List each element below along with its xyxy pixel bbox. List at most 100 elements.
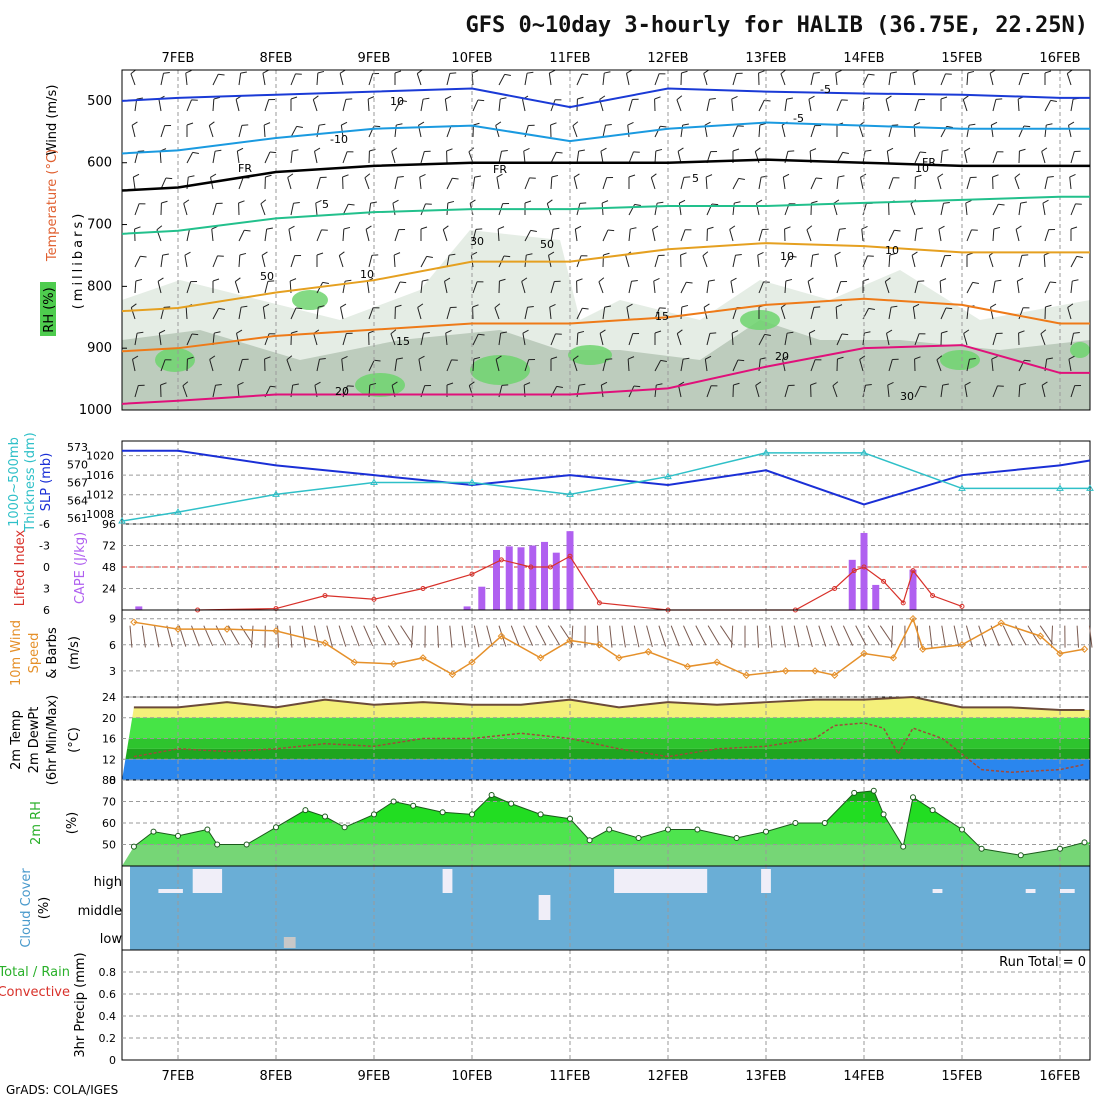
- barb-staff: [860, 177, 864, 190]
- upper-wind-barb: [862, 73, 875, 86]
- rh-tick: 60: [102, 817, 116, 830]
- barb-flag: [633, 151, 640, 153]
- barb-staff: [704, 359, 708, 372]
- upper-wind-barb: [628, 227, 637, 242]
- barb-flag: [582, 307, 589, 310]
- upper-wind-barb: [264, 227, 273, 242]
- upper-wind-barb: [836, 228, 846, 242]
- cape-bar: [505, 546, 513, 610]
- upper-wind-barb: [962, 95, 969, 112]
- upper-wind-barb: [940, 202, 950, 216]
- upper-wind-barb: [420, 279, 429, 294]
- upper-wind-barb: [314, 147, 321, 164]
- barb-staff: [654, 255, 659, 268]
- upper-wind-barb: [784, 226, 791, 242]
- upper-wind-barb: [238, 252, 247, 268]
- barb-flag: [293, 202, 300, 204]
- barb-flag: [837, 356, 844, 360]
- surface-wind-barb: [154, 625, 160, 648]
- barb-flag: [347, 385, 354, 387]
- barb-flag: [394, 70, 402, 74]
- barb-flag: [1017, 277, 1024, 282]
- barb-staff: [886, 151, 890, 164]
- upper-wind-barb: [495, 355, 502, 372]
- barb-staff: [418, 359, 422, 372]
- barb-staff: [472, 333, 479, 346]
- upper-wind-barb: [602, 305, 611, 320]
- barb-staff: [212, 98, 215, 112]
- barb-staff: [524, 73, 528, 86]
- barb-flag: [991, 355, 998, 360]
- barb-staff: [807, 281, 812, 294]
- surface-wind-barb: [1051, 625, 1053, 648]
- barb-flag: [185, 69, 192, 74]
- barb-staff: [966, 359, 970, 372]
- upper-wind-barb: [312, 95, 319, 112]
- barb-flag: [138, 384, 145, 386]
- upper-wind-barb: [290, 255, 302, 268]
- barb-staff: [420, 151, 425, 164]
- barb-flag: [526, 253, 533, 256]
- barb-staff: [1044, 100, 1052, 112]
- barb-flag: [345, 98, 353, 100]
- barb-staff: [914, 281, 919, 294]
- barb-staff: [600, 385, 604, 398]
- upper-wind-barb: [158, 329, 166, 346]
- barb-flag: [1015, 225, 1022, 230]
- barb-staff: [859, 359, 864, 372]
- precip-tick: 0: [109, 1054, 116, 1067]
- upper-wind-barb: [650, 173, 657, 190]
- upper-wind-barb: [446, 177, 459, 190]
- barb-staff: [702, 255, 708, 268]
- barb-flag: [449, 72, 457, 74]
- upper-wind-barb: [1070, 332, 1080, 346]
- upper-wind-barb: [472, 99, 485, 112]
- li-marker: [832, 586, 838, 591]
- barb-staff: [1076, 625, 1080, 648]
- barb-staff: [524, 359, 530, 372]
- barb-flag: [186, 122, 194, 126]
- barb-flag: [449, 253, 456, 256]
- barb-staff: [342, 151, 348, 164]
- barb-flag: [832, 381, 839, 387]
- cloud-level-label: middle: [78, 904, 122, 919]
- upper-wind-barb: [134, 278, 143, 294]
- surface-wind-barb: [855, 625, 867, 646]
- li-line: [197, 555, 963, 611]
- barb-staff: [654, 73, 660, 86]
- barb-flag: [920, 385, 927, 388]
- barb-staff: [627, 125, 630, 138]
- rh-marker: [792, 820, 799, 826]
- barb-staff: [680, 229, 686, 242]
- barb-flag: [390, 329, 397, 335]
- barb-flag: [425, 203, 432, 205]
- barb-staff: [446, 125, 452, 138]
- barb-staff: [471, 72, 474, 86]
- barb-flag: [370, 201, 377, 204]
- barb-flag: [556, 385, 563, 388]
- barb-staff: [1041, 385, 1046, 398]
- barb-flag: [676, 329, 683, 334]
- upper-wind-barb: [862, 255, 874, 268]
- barb-staff: [444, 99, 448, 112]
- barb-flag: [135, 278, 143, 282]
- top-date-label: 10FEB: [451, 51, 492, 66]
- barb-flag: [160, 382, 167, 386]
- barb-flag: [681, 304, 689, 308]
- upper-wind-barb: [157, 277, 164, 294]
- upper-wind-barb: [574, 225, 582, 242]
- barb-staff: [286, 359, 292, 372]
- wind-marker: [781, 667, 790, 675]
- barb-staff: [1044, 125, 1047, 138]
- barb-flag: [711, 203, 719, 206]
- barb-flag: [860, 173, 867, 178]
- barb-staff: [1066, 73, 1072, 86]
- upper-wind-barb: [992, 385, 1004, 398]
- barb-staff: [706, 99, 710, 112]
- upper-wind-barb: [472, 281, 484, 294]
- barb-flag: [469, 199, 476, 204]
- barb-staff: [887, 385, 890, 398]
- barb-staff: [810, 73, 814, 86]
- surface-wind-barb: [929, 625, 933, 648]
- barb-flag: [683, 176, 691, 178]
